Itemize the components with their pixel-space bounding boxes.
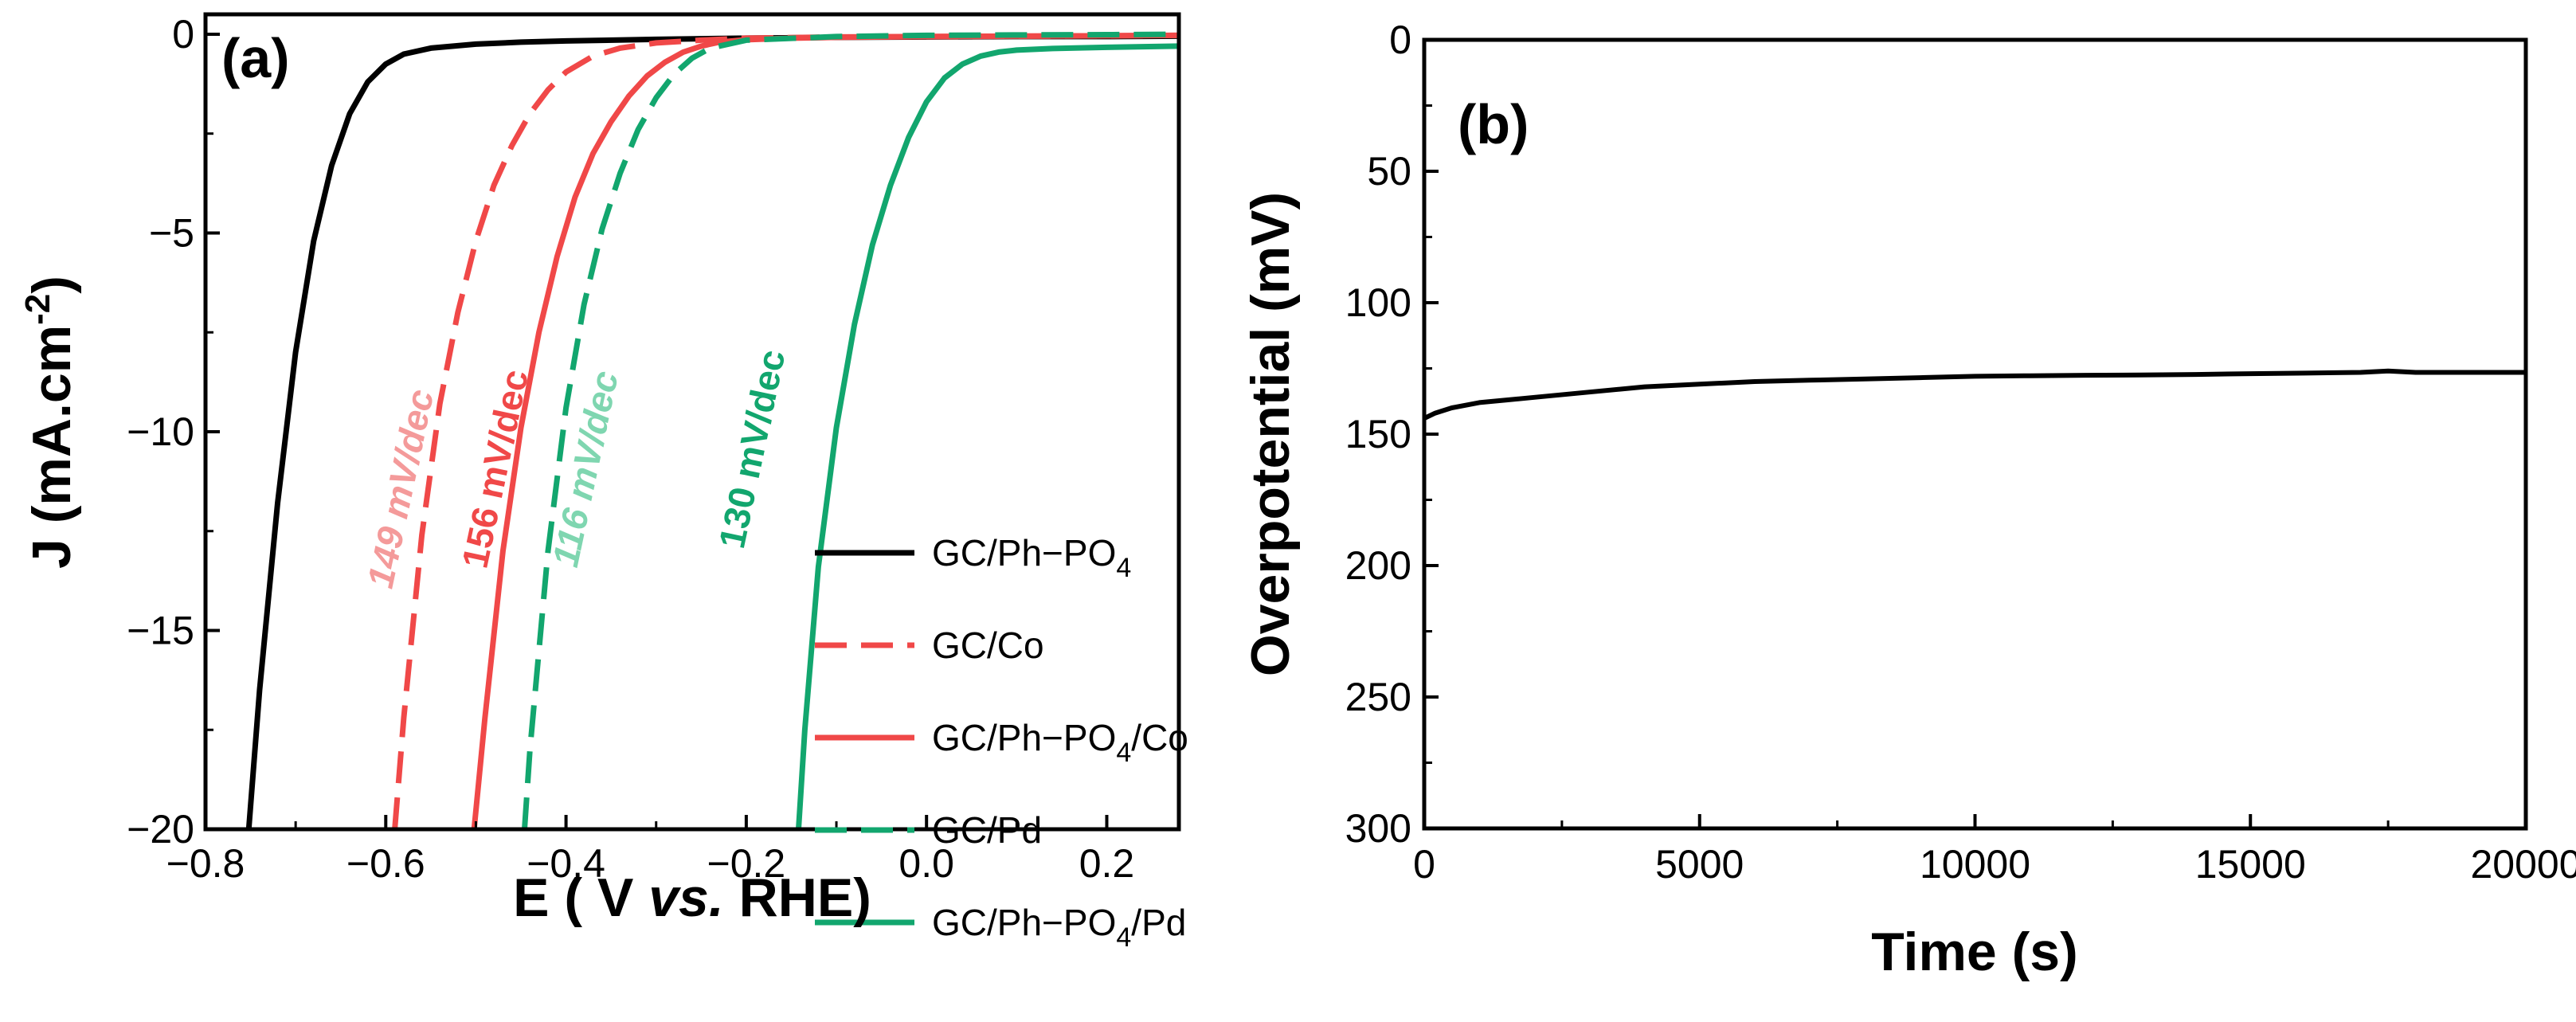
panel-b-x-axis-title: Time (s) xyxy=(1871,922,2077,982)
panel-a-y-axis-title: J (mA.cm-2) xyxy=(18,276,82,569)
y-tick-label: 100 xyxy=(1345,280,1411,325)
panel-b-label: (b) xyxy=(1458,93,1529,155)
legend-label: GC/Pd xyxy=(932,809,1042,851)
x-tick-label: 10000 xyxy=(1920,842,2030,887)
x-tick-label: −0.4 xyxy=(527,841,605,886)
panel-b-frame xyxy=(1422,37,2528,831)
panel-a-legend: GC/Ph−PO4 GC/Co GC/Ph−PO4/Co GC/Pd GC/Ph−PO4… xyxy=(815,532,1188,953)
x-tick-label: 15000 xyxy=(2195,842,2306,887)
y-tick-label: −10 xyxy=(127,409,194,454)
y-tick-label: 50 xyxy=(1367,149,1411,194)
y-tick-label: 0 xyxy=(1389,18,1411,62)
panel-a-curves xyxy=(245,31,1180,830)
series-line xyxy=(1423,368,2526,421)
y-tick-label: 300 xyxy=(1345,806,1411,851)
legend-label: GC/Co xyxy=(932,625,1044,666)
series-line xyxy=(522,31,1180,830)
x-tick-label: 5000 xyxy=(1655,842,1744,887)
panel-b-chart: 0 5000 10000 15000 20000 0 50 100 150 200 250 300 (… xyxy=(1240,18,2576,982)
panel-a-frame xyxy=(203,12,1181,832)
y-tick-label: −15 xyxy=(127,608,194,652)
legend-label: GC/Ph−PO4/Co xyxy=(932,717,1188,768)
panel-b-y-axis-title: Overpotential (mV) xyxy=(1240,192,1301,676)
y-tick-label: 250 xyxy=(1345,675,1411,719)
panel-a-label: (a) xyxy=(221,27,290,89)
x-tick-label: −0.6 xyxy=(346,841,425,886)
y-tick-label: 150 xyxy=(1345,412,1411,456)
legend-label: GC/Ph−PO4 xyxy=(932,532,1131,583)
x-tick-label: 0.2 xyxy=(1079,841,1135,886)
y-tick-label: −20 xyxy=(127,807,194,852)
legend-label: GC/Ph−PO4/Pd xyxy=(932,902,1186,953)
panel-b-curves xyxy=(1423,368,2526,421)
x-tick-label: −0.2 xyxy=(707,841,786,886)
y-tick-label: 200 xyxy=(1345,543,1411,588)
y-tick-label: −5 xyxy=(149,210,194,255)
x-tick-label: −0.8 xyxy=(166,841,245,886)
series-line xyxy=(796,43,1180,830)
panel-a-x-axis-title: E ( V vs. RHE) xyxy=(513,867,871,928)
x-tick-label: 0 xyxy=(1413,842,1435,887)
panel-a-ticks: −0.8 −0.6 −0.4 −0.2 0.0 0.2 0 −5 −10 −15 −20 xyxy=(127,12,1134,886)
x-tick-label: 20000 xyxy=(2470,842,2576,887)
x-tick-label: 0.0 xyxy=(898,841,954,886)
y-tick-label: 0 xyxy=(172,12,194,57)
